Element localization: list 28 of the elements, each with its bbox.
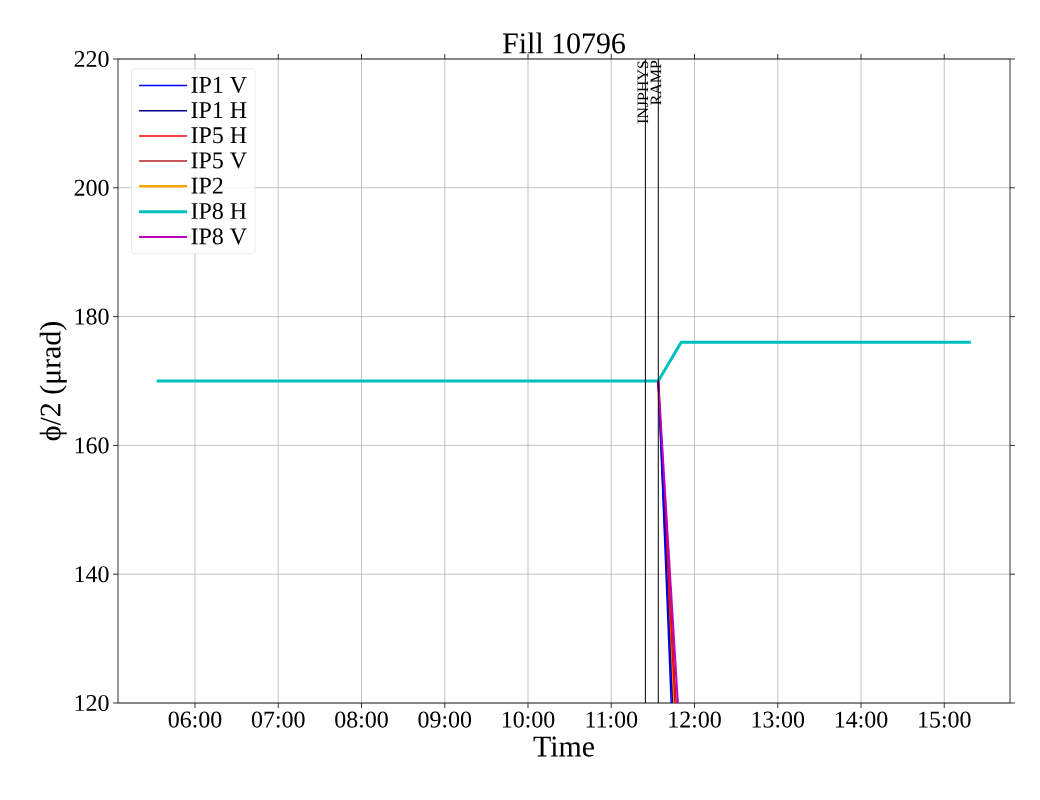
x-tick-label: 10:00	[502, 711, 555, 728]
x-tick-label: 12:00	[669, 711, 721, 728]
legend-label: IP2	[191, 177, 223, 194]
chart-title: Fill 10796	[503, 32, 625, 54]
legend-label: IP5 V	[191, 152, 247, 169]
y-tick-label: 160	[75, 437, 109, 454]
legend-label: IP1 H	[191, 102, 247, 118]
x-tick-label: 11:00	[586, 711, 638, 728]
y-tick-label: 140	[75, 566, 109, 583]
x-axis-title: Time	[533, 736, 595, 757]
legend-label: IP5 H	[191, 127, 247, 144]
y-tick-label: 180	[75, 308, 109, 325]
x-tick-label: 07:00	[251, 711, 305, 728]
x-tick-label: 08:00	[335, 711, 388, 728]
x-tick-label: 14:00	[835, 711, 888, 728]
y-tick-label: 200	[74, 179, 109, 196]
ref-line-label: RAMP	[650, 60, 662, 105]
y-axis-title: ϕ/2 (μrad)	[39, 322, 67, 441]
legend-label: IP8 H	[191, 202, 247, 220]
x-tick-label: 15:00	[919, 711, 971, 728]
x-tick-label: 06:00	[168, 711, 222, 728]
x-tick-label: 13:00	[752, 711, 805, 728]
y-tick-label: 120	[75, 694, 109, 712]
ref-line-label: INJPHYS	[637, 61, 649, 124]
y-tick-label: 220	[74, 50, 109, 68]
legend-label: IP1 V	[191, 76, 247, 93]
legend-label: IP8 V	[191, 228, 247, 245]
x-tick-label: 09:00	[418, 711, 472, 728]
